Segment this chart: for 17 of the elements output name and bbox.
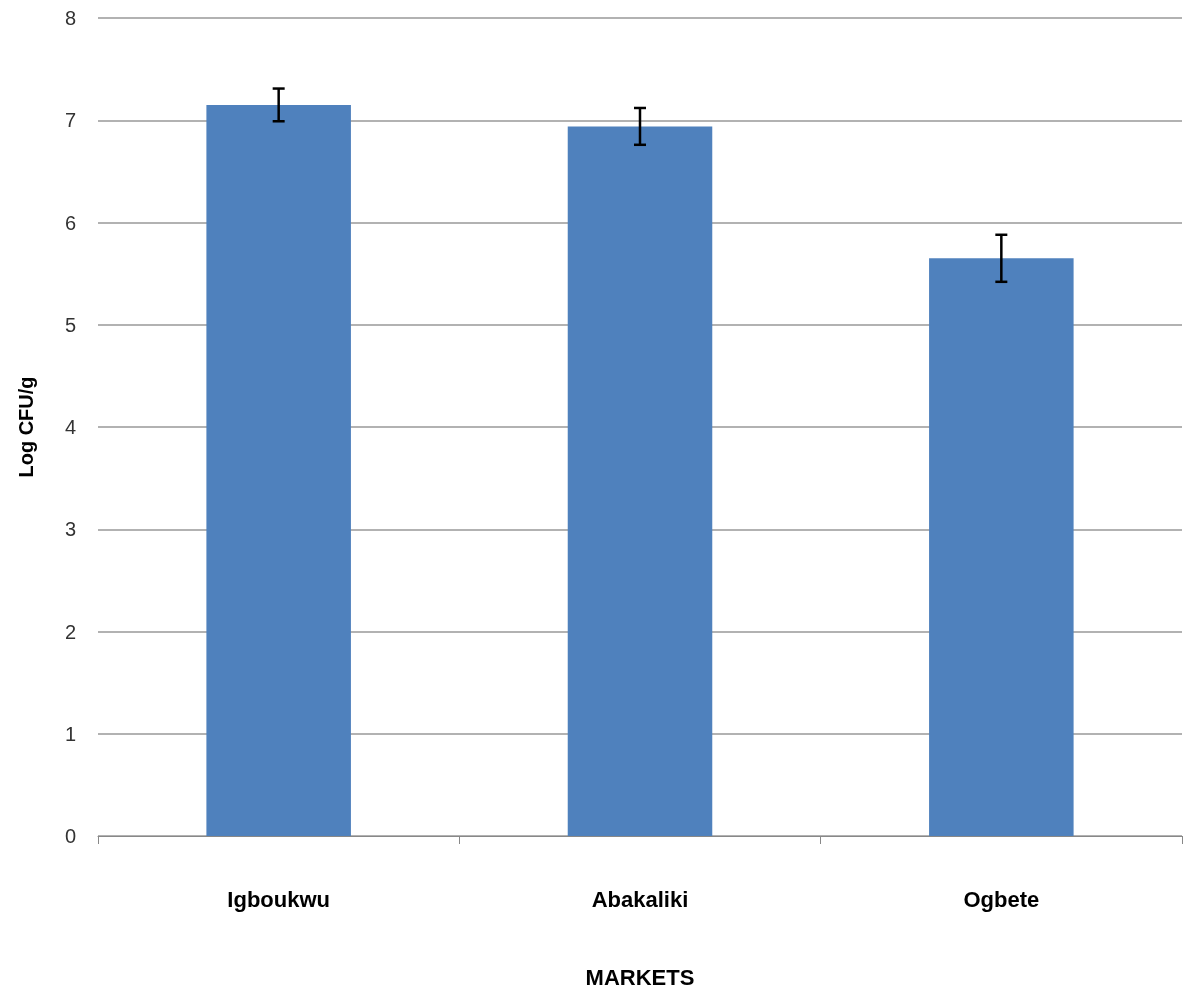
y-tick-label: 3 — [64, 518, 76, 541]
x-tick-label: Igboukwu — [227, 886, 330, 912]
y-axis-title: Log CFU/g — [15, 376, 37, 478]
bar — [206, 104, 351, 836]
y-tick-label: 8 — [64, 7, 76, 29]
bar — [567, 126, 713, 836]
x-axis-title: MARKETS — [585, 964, 695, 990]
y-tick-label: 7 — [64, 109, 76, 132]
y-tick-label: 0 — [64, 825, 76, 847]
x-tick-label: Ogbete — [963, 886, 1040, 912]
y-tick-label: 4 — [64, 416, 76, 438]
y-tick-label: 1 — [64, 722, 76, 745]
bar — [929, 258, 1074, 836]
y-tick-label: 5 — [64, 313, 76, 336]
x-tick-label: Abakaliki — [591, 886, 689, 912]
y-tick-label: 2 — [64, 620, 76, 643]
y-tick-label: 6 — [64, 211, 76, 234]
